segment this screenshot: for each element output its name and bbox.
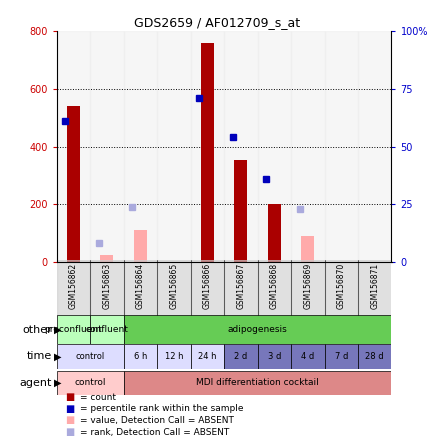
Bar (357, 344, 391, 369)
Bar (157, 344, 190, 369)
Text: GSM156865: GSM156865 (169, 262, 178, 309)
Bar (56, 344, 123, 369)
Bar (190, 260, 224, 317)
Bar (224, 344, 257, 369)
Text: 6 h: 6 h (133, 352, 147, 361)
Bar (133, 230, 147, 262)
Bar (123, 260, 157, 317)
Text: ▶: ▶ (54, 325, 62, 335)
Bar (157, 260, 190, 317)
Bar (300, 236, 314, 262)
Bar (267, 204, 280, 262)
Text: GSM156863: GSM156863 (102, 262, 111, 309)
Text: ■: ■ (65, 392, 74, 402)
Text: GSM156867: GSM156867 (236, 262, 245, 309)
Bar (290, 260, 324, 317)
Bar (90, 260, 123, 317)
Text: GSM156869: GSM156869 (302, 262, 312, 309)
Text: preconfluent: preconfluent (44, 325, 102, 334)
Text: 28 d: 28 d (365, 352, 383, 361)
Bar (90, 31, 123, 262)
Bar (100, 255, 113, 262)
Bar (123, 371, 391, 395)
Text: confluent: confluent (85, 325, 128, 334)
Bar (190, 344, 224, 369)
Bar (233, 159, 247, 262)
Bar (56, 260, 90, 317)
Bar (56, 315, 90, 344)
Text: 12 h: 12 h (164, 352, 183, 361)
Text: = rank, Detection Call = ABSENT: = rank, Detection Call = ABSENT (80, 428, 229, 436)
Text: time: time (27, 351, 52, 361)
Text: ■: ■ (65, 427, 74, 437)
Bar (157, 31, 190, 262)
Text: GDS2659 / AF012709_s_at: GDS2659 / AF012709_s_at (134, 16, 300, 28)
Text: GSM156871: GSM156871 (369, 262, 378, 309)
Text: adipogenesis: adipogenesis (227, 325, 287, 334)
Text: ▶: ▶ (54, 378, 62, 388)
Bar (56, 31, 90, 262)
Bar (200, 43, 214, 262)
Bar (257, 260, 290, 317)
Text: ■: ■ (65, 416, 74, 425)
Text: ▶: ▶ (54, 351, 62, 361)
Text: 7 d: 7 d (334, 352, 347, 361)
Text: agent: agent (20, 378, 52, 388)
Text: 2 d: 2 d (233, 352, 247, 361)
Bar (324, 344, 357, 369)
Text: other: other (23, 325, 52, 335)
Text: GSM156870: GSM156870 (336, 262, 345, 309)
Bar (56, 371, 123, 395)
Bar (290, 344, 324, 369)
Bar (123, 315, 391, 344)
Text: GSM156862: GSM156862 (69, 262, 78, 309)
Bar (224, 31, 257, 262)
Bar (257, 31, 290, 262)
Text: control: control (75, 352, 105, 361)
Bar (290, 31, 324, 262)
Bar (324, 260, 357, 317)
Bar (257, 344, 290, 369)
Text: GSM156864: GSM156864 (135, 262, 145, 309)
Bar (357, 260, 391, 317)
Bar (123, 344, 157, 369)
Text: 24 h: 24 h (197, 352, 216, 361)
Text: control: control (74, 378, 105, 388)
Text: GSM156868: GSM156868 (269, 262, 278, 309)
Text: 4 d: 4 d (300, 352, 314, 361)
Bar (324, 31, 357, 262)
Text: ■: ■ (65, 404, 74, 414)
Text: GSM156866: GSM156866 (202, 262, 211, 309)
Bar (357, 31, 391, 262)
Text: = percentile rank within the sample: = percentile rank within the sample (80, 404, 243, 413)
Text: = value, Detection Call = ABSENT: = value, Detection Call = ABSENT (80, 416, 234, 425)
Bar (123, 31, 157, 262)
Bar (90, 315, 123, 344)
Text: MDI differentiation cocktail: MDI differentiation cocktail (196, 378, 318, 388)
Bar (66, 106, 80, 262)
Text: 3 d: 3 d (267, 352, 280, 361)
Text: = count: = count (80, 393, 116, 402)
Bar (224, 260, 257, 317)
Bar (190, 31, 224, 262)
